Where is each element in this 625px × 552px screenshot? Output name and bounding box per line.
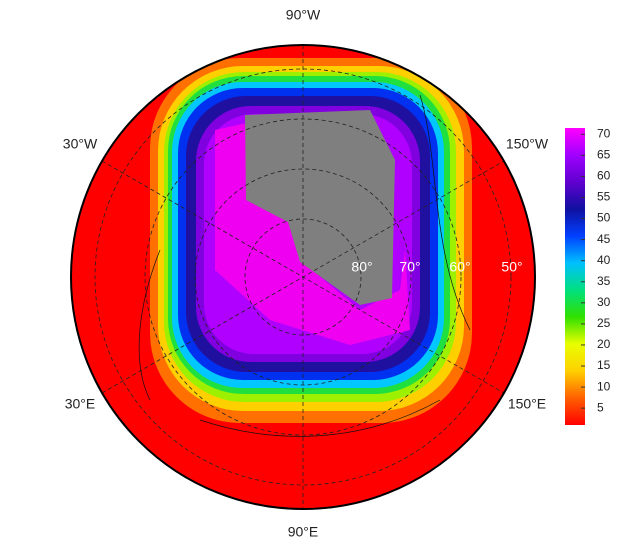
lon-label: 90°W bbox=[286, 7, 321, 23]
colorbar-gradient bbox=[565, 128, 585, 425]
colorbar-tick-label: 60 bbox=[597, 169, 611, 183]
lon-label: 150°W bbox=[506, 136, 549, 152]
colorbar-tick-label: 25 bbox=[597, 316, 611, 330]
colorbar-tick-label: 70 bbox=[597, 126, 611, 140]
lon-label: 150°E bbox=[508, 396, 546, 412]
lat-label: 60° bbox=[449, 259, 470, 275]
colorbar-tick-label: 10 bbox=[597, 379, 611, 393]
lat-label: 50° bbox=[501, 259, 522, 275]
colorbar-tick-label: 15 bbox=[597, 358, 611, 372]
lon-label: 90°E bbox=[288, 524, 319, 540]
lat-label: 80° bbox=[351, 259, 372, 275]
colorbar: 5 10 15 20 25 30 35 40 45 50 55 60 65 70 bbox=[565, 126, 611, 425]
colorbar-tick-label: 45 bbox=[597, 232, 611, 246]
colorbar-tick-label: 65 bbox=[597, 148, 611, 162]
colorbar-tick-label: 55 bbox=[597, 190, 611, 204]
colorbar-tick-label: 40 bbox=[597, 253, 611, 267]
colorbar-tick-label: 5 bbox=[597, 400, 604, 414]
colorbar-tick-label: 50 bbox=[597, 211, 611, 225]
polar-map bbox=[71, 45, 535, 509]
lon-label: 30°E bbox=[65, 396, 96, 412]
map-border bbox=[70, 44, 536, 510]
lon-label: 30°W bbox=[63, 136, 98, 152]
colorbar-tick-label: 35 bbox=[597, 274, 611, 288]
colorbar-tick-label: 20 bbox=[597, 337, 611, 351]
colorbar-tick-label: 30 bbox=[597, 295, 611, 309]
lat-label: 70° bbox=[399, 259, 420, 275]
